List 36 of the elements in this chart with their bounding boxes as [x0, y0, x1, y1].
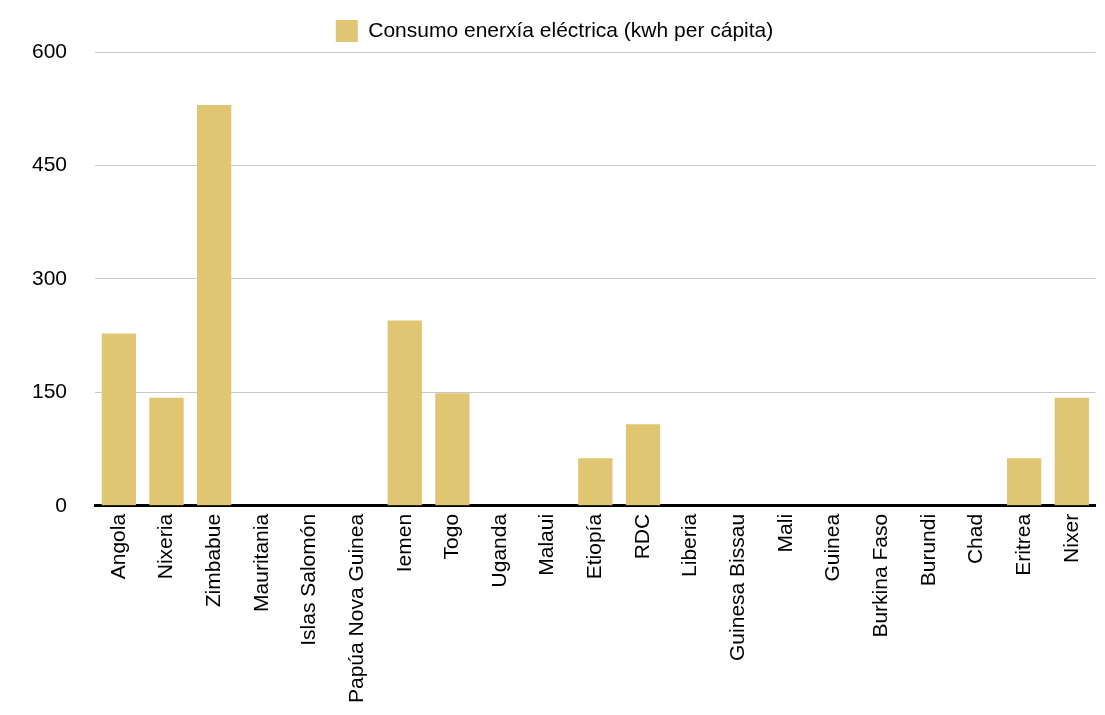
x-tick-label: Burundi [915, 513, 939, 587]
legend-label: Consumo enerxía eléctrica (kwh per cápita) [368, 17, 774, 41]
x-tick-label: Nixer [1058, 513, 1082, 563]
x-tick-label: Eritrea [1010, 513, 1034, 576]
y-tick-label: 450 [31, 152, 68, 176]
x-tick-label: Iemen [391, 513, 415, 573]
bar [387, 320, 422, 506]
x-tick-label: Zimbabue [200, 513, 224, 608]
bar [435, 393, 470, 506]
x-tick-label: Togo [439, 513, 463, 560]
bar [101, 333, 137, 506]
x-tick-label: Mauritania [248, 513, 272, 612]
bar [149, 397, 184, 506]
x-tick-label: Mali [772, 513, 796, 553]
x-tick-label: Etiopía [582, 513, 606, 580]
x-tick-label: RDC [629, 513, 653, 560]
x-tick-label: Liberia [677, 513, 701, 577]
x-tick-label: Guinesa Bissau [725, 513, 749, 661]
bar [1054, 397, 1089, 506]
bar [1007, 458, 1042, 506]
x-tick-label: Uganda [486, 513, 510, 588]
y-tick-label: 300 [31, 265, 68, 289]
x-tick-label: Burkina Faso [868, 513, 892, 638]
bar [625, 424, 661, 506]
y-tick-label: 0 [55, 492, 68, 516]
x-tick-label: Guinea [820, 513, 844, 582]
y-tick-label: 150 [31, 379, 68, 403]
x-tick-label: Papúa Nova Guinea [343, 513, 367, 704]
x-tick-label: Islas Salomón [296, 513, 320, 646]
x-tick-label: Nixeria [153, 513, 177, 580]
x-tick-label: Chad [963, 513, 987, 565]
bar [578, 458, 613, 506]
x-tick-label: Malaui [534, 513, 558, 576]
y-tick-label: 600 [31, 38, 68, 62]
x-tick-label: Angola [105, 513, 129, 580]
bar [197, 104, 232, 506]
